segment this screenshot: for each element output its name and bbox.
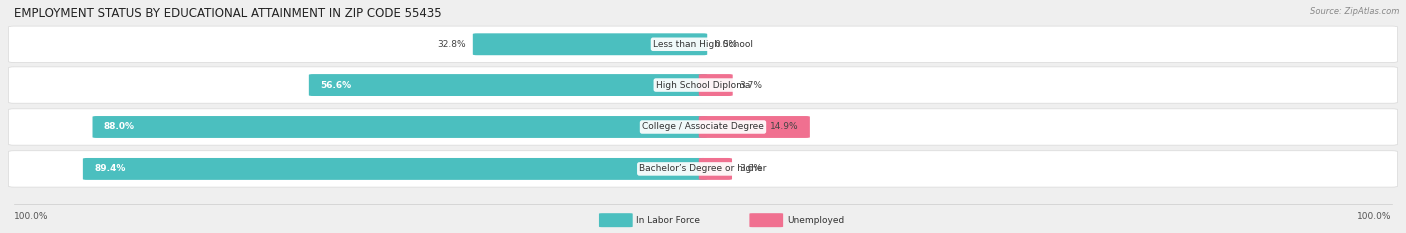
FancyBboxPatch shape <box>699 74 733 96</box>
Text: 0.0%: 0.0% <box>714 40 737 49</box>
Text: 3.7%: 3.7% <box>740 81 762 89</box>
FancyBboxPatch shape <box>8 67 1398 103</box>
FancyBboxPatch shape <box>472 33 707 55</box>
Text: Bachelor’s Degree or higher: Bachelor’s Degree or higher <box>640 164 766 173</box>
FancyBboxPatch shape <box>8 109 1398 145</box>
Text: Less than High School: Less than High School <box>652 40 754 49</box>
FancyBboxPatch shape <box>309 74 707 96</box>
FancyBboxPatch shape <box>599 213 633 227</box>
FancyBboxPatch shape <box>699 158 733 180</box>
FancyBboxPatch shape <box>8 151 1398 187</box>
Text: High School Diploma: High School Diploma <box>655 81 751 89</box>
Text: Unemployed: Unemployed <box>787 216 845 225</box>
FancyBboxPatch shape <box>8 26 1398 62</box>
Text: 56.6%: 56.6% <box>321 81 352 89</box>
Text: In Labor Force: In Labor Force <box>636 216 700 225</box>
Text: Source: ZipAtlas.com: Source: ZipAtlas.com <box>1309 7 1399 16</box>
Text: 100.0%: 100.0% <box>1357 212 1392 221</box>
Text: EMPLOYMENT STATUS BY EDUCATIONAL ATTAINMENT IN ZIP CODE 55435: EMPLOYMENT STATUS BY EDUCATIONAL ATTAINM… <box>14 7 441 20</box>
Text: 100.0%: 100.0% <box>14 212 49 221</box>
FancyBboxPatch shape <box>83 158 707 180</box>
Text: 32.8%: 32.8% <box>437 40 465 49</box>
Text: College / Associate Degree: College / Associate Degree <box>643 123 763 131</box>
FancyBboxPatch shape <box>93 116 707 138</box>
Text: 89.4%: 89.4% <box>94 164 125 173</box>
FancyBboxPatch shape <box>749 213 783 227</box>
Text: 14.9%: 14.9% <box>770 123 799 131</box>
Text: 3.6%: 3.6% <box>740 164 762 173</box>
FancyBboxPatch shape <box>699 116 810 138</box>
Text: 88.0%: 88.0% <box>104 123 135 131</box>
